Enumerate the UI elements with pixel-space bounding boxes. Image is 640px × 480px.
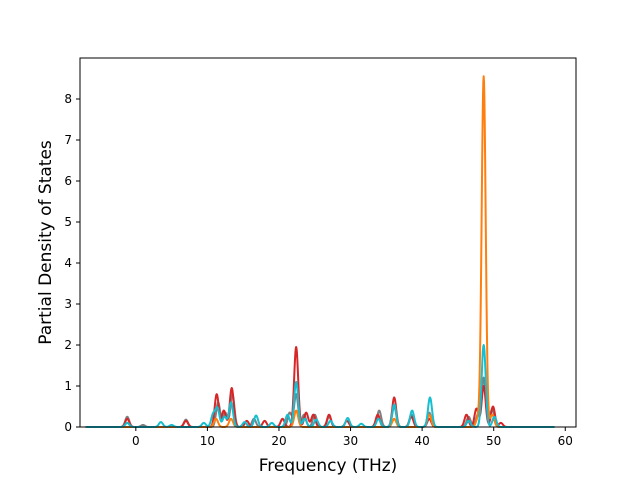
y-axis-label: Partial Density of States bbox=[36, 140, 56, 345]
x-tick-label: 0 bbox=[132, 434, 140, 448]
plot-frame bbox=[79, 57, 577, 428]
y-tick-label: 3 bbox=[64, 297, 72, 311]
y-tick-label: 0 bbox=[64, 420, 72, 434]
x-axis-label: Frequency (THz) bbox=[259, 456, 398, 476]
x-tick-label: 10 bbox=[200, 434, 215, 448]
x-tick-label: 40 bbox=[414, 434, 429, 448]
x-tick-label: 30 bbox=[343, 434, 358, 448]
y-tick-label: 4 bbox=[64, 256, 72, 270]
y-tick-label: 2 bbox=[64, 338, 72, 352]
y-tick-label: 8 bbox=[64, 92, 72, 106]
y-axis-ticks: 0 1 2 3 4 5 6 7 8 bbox=[64, 92, 80, 434]
x-tick-label: 50 bbox=[486, 434, 501, 448]
y-tick-label: 5 bbox=[64, 215, 72, 229]
y-tick-label: 7 bbox=[64, 133, 72, 147]
x-tick-label: 20 bbox=[271, 434, 286, 448]
y-tick-label: 6 bbox=[64, 174, 72, 188]
y-tick-label: 1 bbox=[64, 379, 72, 393]
x-tick-label: 60 bbox=[558, 434, 573, 448]
x-axis-ticks: 0 10 20 30 40 50 60 bbox=[132, 427, 573, 448]
